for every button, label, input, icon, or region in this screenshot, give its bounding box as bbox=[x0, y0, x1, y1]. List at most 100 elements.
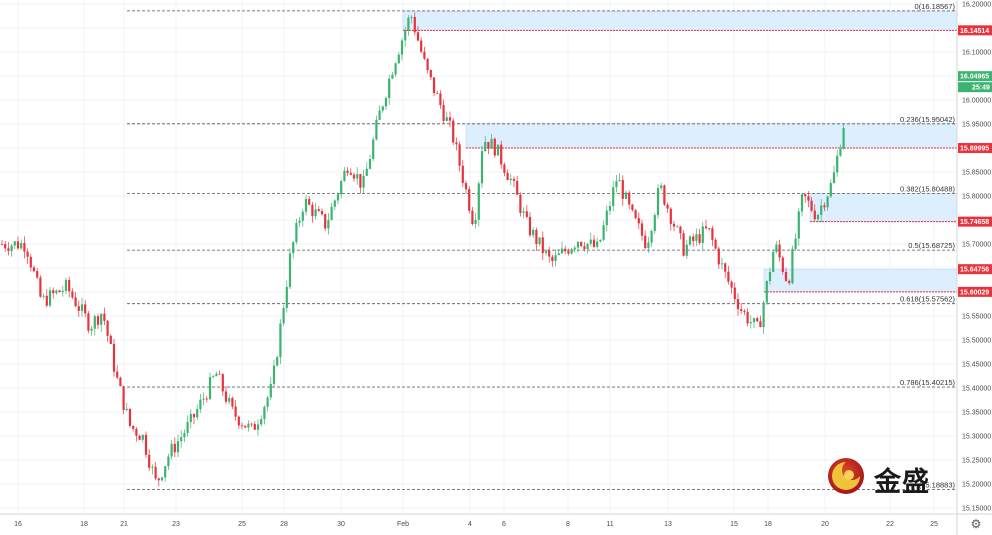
candle-body bbox=[621, 180, 624, 199]
candle-body bbox=[781, 257, 784, 272]
candle-body bbox=[340, 181, 343, 195]
price-badge bbox=[958, 71, 992, 82]
candle-body bbox=[55, 290, 58, 294]
candle-body bbox=[704, 226, 708, 229]
x-tick-label: 15 bbox=[730, 521, 738, 528]
candle-body bbox=[103, 313, 106, 321]
candle-body bbox=[468, 189, 471, 211]
candle-body bbox=[720, 263, 724, 265]
candle-body bbox=[784, 271, 788, 281]
candle-body bbox=[375, 119, 378, 140]
candle-body bbox=[589, 239, 592, 244]
candle-body bbox=[272, 365, 276, 384]
candle-body bbox=[788, 280, 791, 284]
candle-body bbox=[487, 141, 490, 149]
x-tick-label: 6 bbox=[502, 521, 506, 528]
candle-body bbox=[202, 398, 205, 400]
candle-body bbox=[445, 117, 448, 121]
candle-body bbox=[167, 456, 170, 467]
candle-body bbox=[580, 241, 583, 247]
candle-body bbox=[176, 441, 180, 453]
candle-body bbox=[432, 77, 436, 94]
candle-body bbox=[276, 357, 279, 366]
candle-body bbox=[775, 244, 778, 252]
candle-body bbox=[512, 178, 516, 181]
candle-body bbox=[682, 233, 685, 256]
candle-body bbox=[807, 196, 810, 201]
candle-body bbox=[119, 377, 122, 387]
candle-body bbox=[672, 223, 676, 227]
candle-body bbox=[452, 120, 455, 143]
x-tick-label: Feb bbox=[397, 521, 409, 528]
candle-body bbox=[816, 214, 820, 220]
candle-body bbox=[592, 239, 596, 247]
candle-body bbox=[52, 290, 55, 294]
candle-body bbox=[496, 144, 500, 156]
candle-body bbox=[663, 185, 666, 205]
candle-body bbox=[304, 198, 308, 212]
price-badge-label: 16.14514 bbox=[960, 28, 989, 35]
zones bbox=[402, 10, 958, 293]
candle-body bbox=[368, 159, 372, 169]
candle-body bbox=[804, 194, 807, 197]
candle-body bbox=[234, 406, 237, 417]
candle-body bbox=[701, 226, 704, 243]
candle-body bbox=[68, 279, 71, 292]
candle-body bbox=[138, 435, 141, 440]
gear-icon[interactable]: ⚙ bbox=[970, 517, 982, 531]
candle-body bbox=[628, 192, 631, 205]
candle-body bbox=[791, 248, 794, 284]
candle-body bbox=[285, 286, 288, 308]
candle-body bbox=[359, 173, 362, 188]
candle-body bbox=[308, 198, 311, 205]
candle-body bbox=[602, 225, 605, 240]
candle-body bbox=[141, 434, 144, 440]
candle-body bbox=[596, 241, 599, 247]
candle-body bbox=[231, 397, 234, 407]
candle-body bbox=[797, 211, 800, 239]
y-tick-label: 15.95000 bbox=[962, 122, 991, 129]
candle-body bbox=[183, 433, 186, 438]
candle-body bbox=[583, 246, 586, 250]
candle-body bbox=[733, 287, 736, 300]
candle-body bbox=[711, 228, 714, 240]
candle-body bbox=[736, 299, 740, 310]
fib-label: 0(16.18567) bbox=[915, 2, 956, 11]
candle-body bbox=[122, 386, 125, 411]
x-tick-label: 18 bbox=[764, 521, 772, 528]
fib-label: 0.786(15.40215) bbox=[900, 378, 956, 387]
x-tick-label: 23 bbox=[172, 521, 180, 528]
candle-body bbox=[36, 271, 39, 278]
zone-rect bbox=[402, 10, 958, 31]
candle-body bbox=[458, 144, 461, 166]
candle-body bbox=[762, 302, 765, 328]
candle-body bbox=[519, 194, 522, 213]
candle-body bbox=[634, 210, 637, 219]
price-badge-label: 15.89995 bbox=[960, 146, 989, 153]
candle-body bbox=[100, 313, 103, 325]
candle-body bbox=[13, 241, 16, 246]
candle-body bbox=[224, 391, 228, 402]
x-tick-label: 22 bbox=[886, 521, 894, 528]
y-tick-label: 15.85000 bbox=[962, 170, 991, 177]
candle-body bbox=[692, 236, 695, 241]
candle-body bbox=[343, 170, 346, 182]
x-tick-label: 30 bbox=[337, 521, 345, 528]
y-tick-label: 15.40000 bbox=[962, 386, 991, 393]
y-tick-label: 16.00000 bbox=[962, 98, 991, 105]
candle-body bbox=[372, 139, 375, 160]
candle-body bbox=[96, 316, 100, 325]
candle-body bbox=[746, 311, 749, 324]
candle-body bbox=[93, 316, 96, 329]
jinsheng-logo bbox=[826, 456, 936, 496]
candle-body bbox=[90, 328, 93, 331]
candle-body bbox=[490, 138, 493, 149]
x-tick-label: 25 bbox=[238, 521, 246, 528]
countdown-label: 25:49 bbox=[972, 85, 990, 92]
candle-body bbox=[116, 371, 119, 378]
price-badge-label: 15.74658 bbox=[960, 219, 989, 226]
candle-body bbox=[688, 236, 692, 245]
candle-body bbox=[493, 138, 496, 156]
candle-body bbox=[474, 219, 477, 224]
